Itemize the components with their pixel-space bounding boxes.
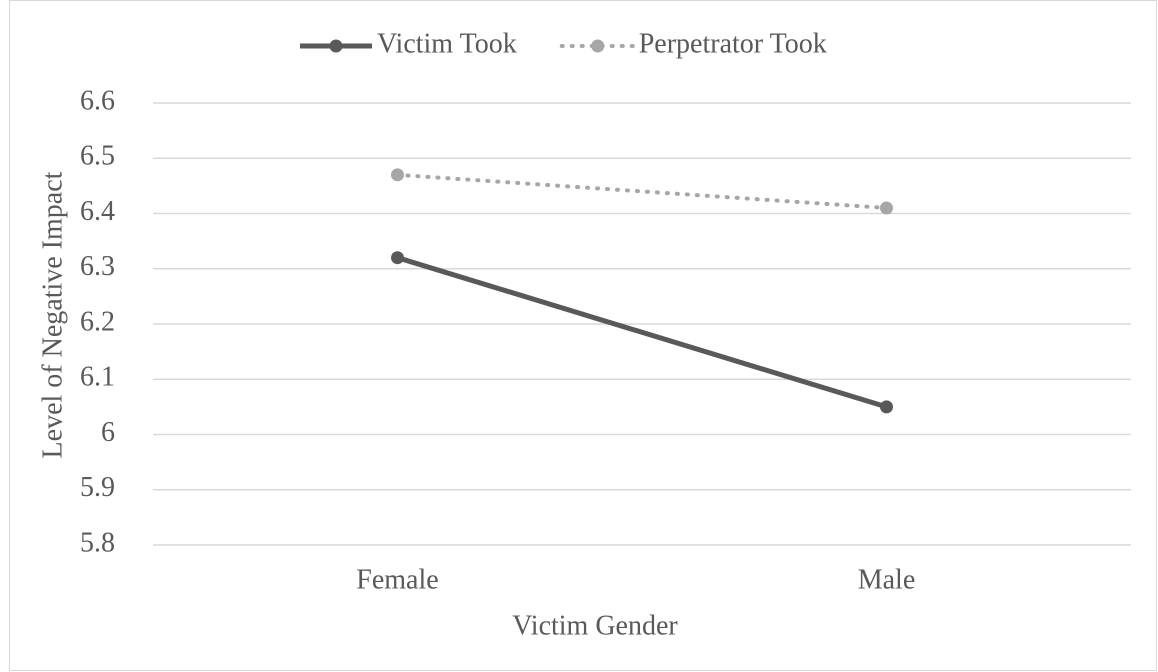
y-tick-label: 6.5	[80, 141, 115, 172]
y-axis-label: Level of Negative Impact	[37, 171, 68, 458]
legend-label: Perpetrator Took	[639, 28, 827, 59]
series-line	[396, 255, 888, 410]
y-tick-label: 6	[101, 417, 115, 448]
point	[391, 168, 404, 182]
x-tick-label: Female	[356, 564, 438, 595]
point	[391, 251, 404, 265]
series-line	[395, 172, 889, 210]
point	[880, 201, 893, 215]
y-tick-label: 5.9	[80, 472, 115, 503]
legend-marker	[329, 39, 343, 53]
x-tick-label: Male	[858, 564, 916, 595]
legend-marker	[591, 39, 605, 53]
y-tick-label: 6.4	[80, 196, 115, 227]
legend-label: Victim Took	[377, 28, 517, 59]
y-tick-label: 6.1	[80, 362, 115, 393]
point	[880, 400, 893, 414]
y-tick-label: 6.6	[80, 85, 115, 116]
x-axis-label: Victim Gender	[512, 610, 678, 641]
chart-border	[9, 0, 1157, 671]
y-tick-label: 6.3	[80, 251, 115, 282]
y-tick-label: 6.2	[80, 306, 115, 337]
y-tick-label: 5.8	[80, 527, 115, 558]
